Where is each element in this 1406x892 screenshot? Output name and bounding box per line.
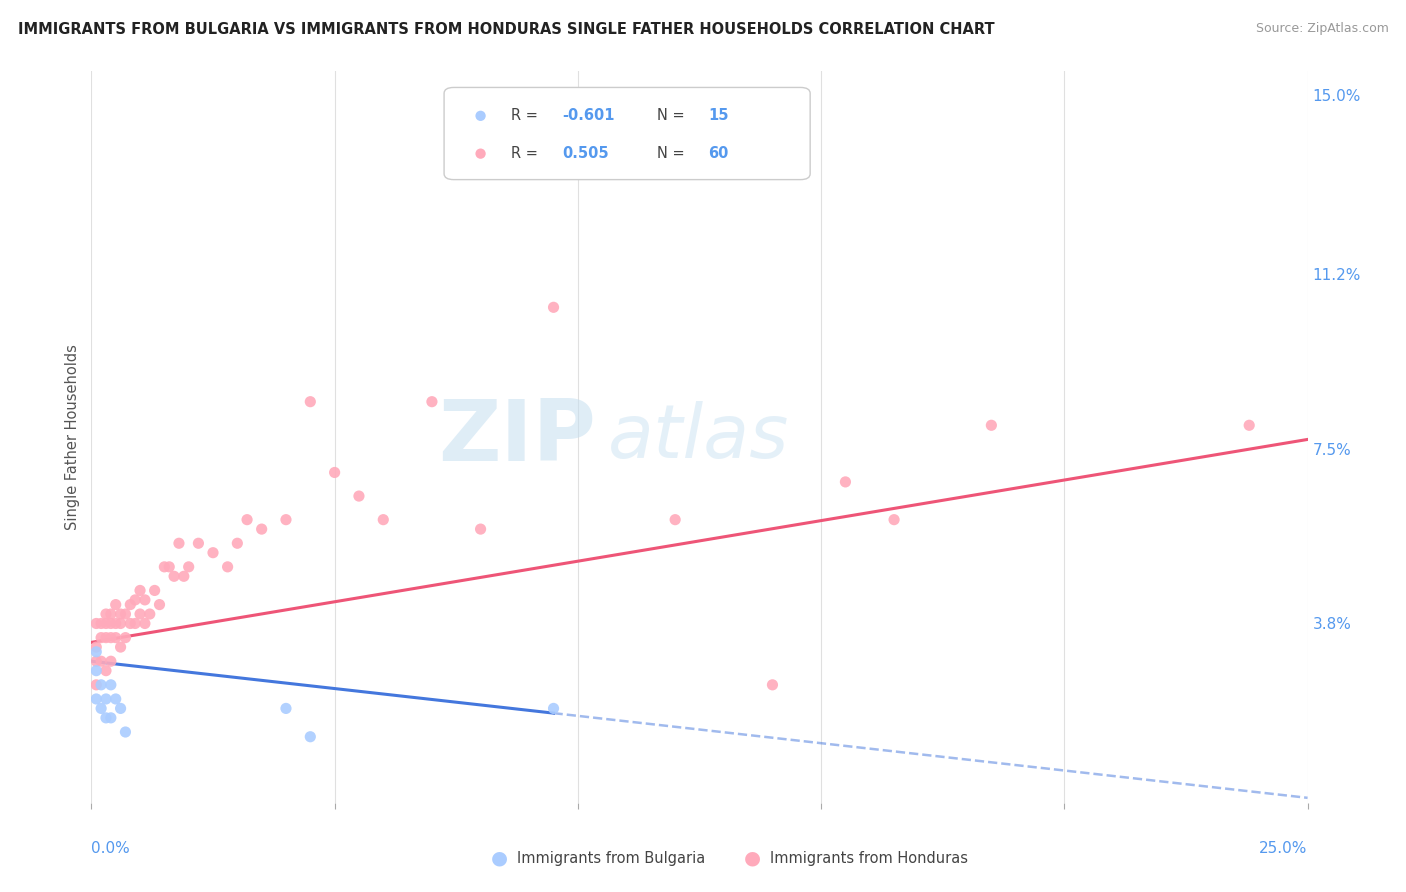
Point (100, 678, 122, 692)
Point (110, 607, 132, 621)
Point (124, 616, 146, 631)
Point (157, 559, 180, 574)
Text: Source: ZipAtlas.com: Source: ZipAtlas.com (1256, 22, 1389, 36)
Point (84, 692, 107, 706)
Point (84, 645, 107, 659)
Point (84, 616, 107, 631)
Point (84, 664, 107, 678)
Point (90, 631, 112, 645)
Point (420, 394, 443, 409)
Point (94, 616, 117, 631)
Point (299, 730, 322, 744)
Point (114, 725, 136, 739)
Text: IMMIGRANTS FROM BULGARIA VS IMMIGRANTS FROM HONDURAS SINGLE FATHER HOUSEHOLDS CO: IMMIGRANTS FROM BULGARIA VS IMMIGRANTS F… (18, 22, 995, 37)
Point (129, 583, 152, 598)
Point (217, 559, 239, 574)
Point (104, 692, 127, 706)
Point (177, 559, 200, 574)
Text: 0.505: 0.505 (562, 146, 609, 161)
Point (134, 616, 156, 631)
Point (124, 593, 146, 607)
Point (761, 678, 783, 692)
Point (94, 607, 117, 621)
Text: 25.0%: 25.0% (1260, 840, 1308, 855)
Point (1237, 418, 1260, 433)
Point (143, 583, 166, 598)
Point (373, 513, 395, 527)
Text: N =: N = (657, 146, 689, 161)
Point (129, 607, 152, 621)
Point (834, 475, 856, 489)
Point (90, 678, 112, 692)
Text: 15: 15 (709, 108, 728, 123)
Y-axis label: Single Father Households: Single Father Households (65, 344, 80, 530)
Point (120, 616, 142, 631)
Point (114, 631, 136, 645)
Text: 0.0%: 0.0% (91, 840, 131, 855)
Point (110, 640, 132, 654)
Point (543, 301, 565, 315)
Point (100, 631, 122, 645)
Text: Immigrants from Honduras: Immigrants from Honduras (770, 851, 969, 865)
Point (90, 701, 112, 715)
Point (543, 701, 565, 715)
Point (134, 593, 156, 607)
Point (104, 616, 127, 631)
Point (139, 607, 162, 621)
Point (148, 598, 170, 612)
Point (94, 692, 117, 706)
Point (100, 654, 122, 668)
Point (167, 536, 190, 550)
Text: ●: ● (491, 848, 508, 868)
Point (470, 522, 492, 536)
Point (90, 616, 112, 631)
Point (250, 522, 273, 536)
Point (104, 631, 127, 645)
Point (226, 536, 249, 550)
Point (100, 607, 122, 621)
Point (274, 513, 297, 527)
Text: R =: R = (510, 108, 543, 123)
Text: Immigrants from Bulgaria: Immigrants from Bulgaria (517, 851, 706, 865)
Point (94, 631, 117, 645)
Point (110, 701, 132, 715)
Point (187, 536, 209, 550)
Point (84, 654, 107, 668)
Text: -0.601: -0.601 (562, 108, 614, 123)
Point (94, 711, 117, 725)
Point (883, 513, 905, 527)
Text: N =: N = (657, 108, 689, 123)
Point (120, 598, 142, 612)
Point (110, 616, 132, 631)
Point (347, 489, 370, 503)
Point (94, 664, 117, 678)
Point (664, 513, 686, 527)
Point (84, 640, 107, 654)
Point (100, 616, 122, 631)
Point (90, 654, 112, 668)
Point (153, 559, 176, 574)
Point (114, 607, 136, 621)
Point (980, 418, 1002, 433)
Point (323, 466, 346, 480)
Text: R =: R = (510, 146, 543, 161)
Point (236, 513, 259, 527)
FancyBboxPatch shape (444, 87, 810, 179)
Point (163, 569, 186, 583)
Text: 60: 60 (709, 146, 728, 161)
Point (173, 569, 195, 583)
Point (274, 701, 297, 715)
Point (104, 598, 127, 612)
Text: atlas: atlas (609, 401, 790, 473)
Point (100, 711, 122, 725)
Point (84, 678, 107, 692)
Text: ●: ● (744, 848, 761, 868)
Point (202, 546, 225, 560)
Point (299, 394, 322, 409)
Text: ZIP: ZIP (439, 395, 596, 479)
